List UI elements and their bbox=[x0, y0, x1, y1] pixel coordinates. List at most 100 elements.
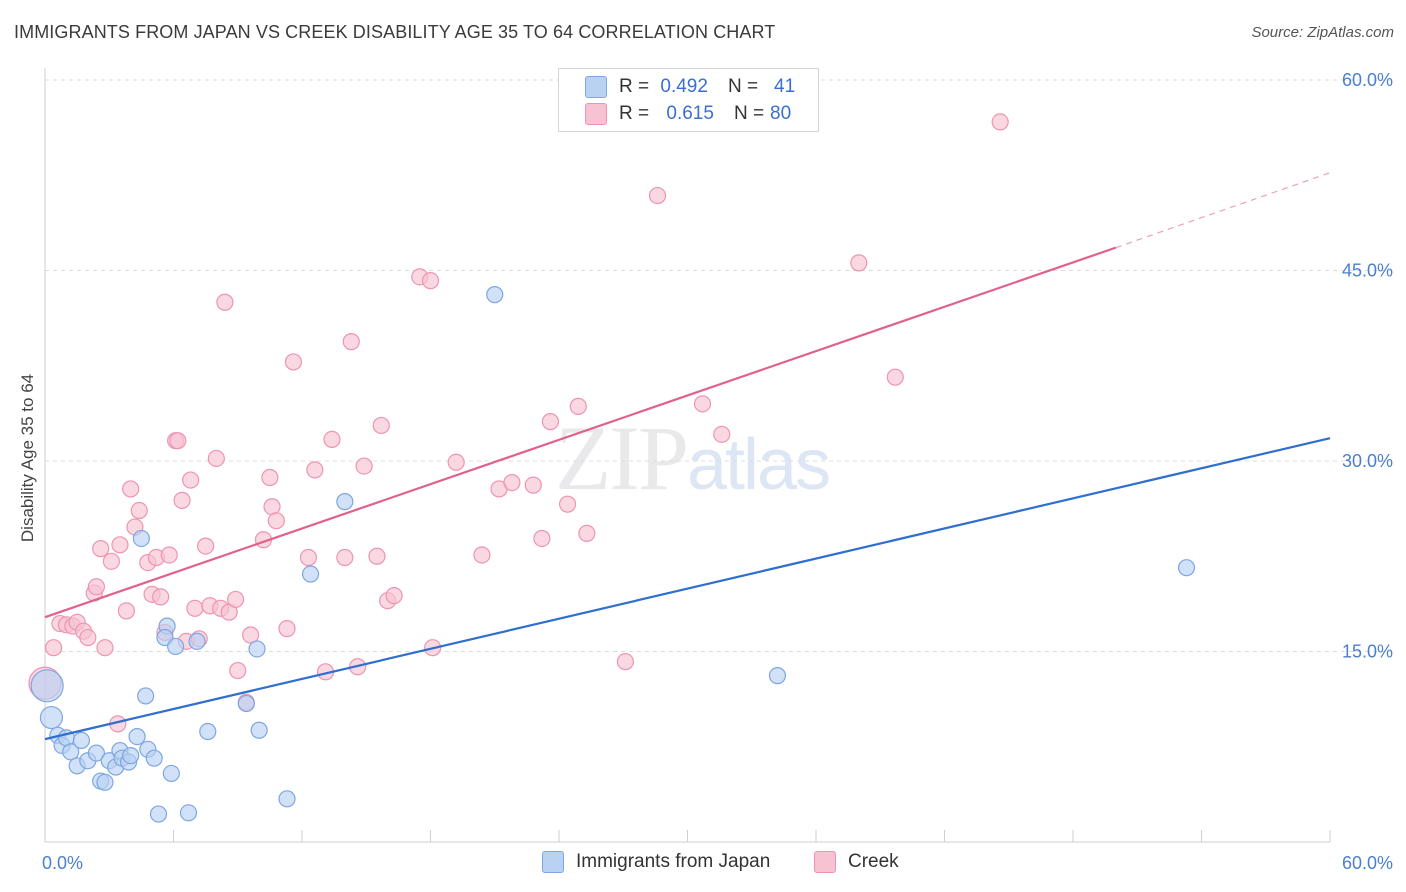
point-japan-20 bbox=[137, 687, 155, 705]
point-creek-63 bbox=[447, 453, 465, 471]
source-label: Source: ZipAtlas.com bbox=[1251, 24, 1394, 41]
point-japan-37 bbox=[486, 286, 504, 304]
legend-n-value-creek: 80 bbox=[770, 103, 792, 124]
bottom-legend-swatch-creek bbox=[814, 851, 836, 873]
legend-r-value-japan: 0.492 bbox=[660, 76, 708, 97]
point-japan-9 bbox=[87, 744, 106, 762]
watermark-atlas: atlas bbox=[687, 425, 831, 505]
y-tick-label-3: 60.0% bbox=[1342, 70, 1393, 90]
point-japan-33 bbox=[250, 721, 268, 739]
x-tick-label-1: 60.0% bbox=[1342, 853, 1393, 873]
point-japan-35 bbox=[301, 565, 320, 583]
point-japan-31 bbox=[237, 694, 255, 713]
point-creek-49 bbox=[306, 461, 324, 479]
point-japan-28 bbox=[179, 804, 198, 822]
chart-title: IMMIGRANTS FROM JAPAN VS CREEK DISABILIT… bbox=[14, 22, 776, 42]
trendline-extension-creek bbox=[1115, 172, 1331, 249]
point-creek-18 bbox=[130, 501, 148, 520]
point-japan-17 bbox=[122, 747, 140, 765]
point-creek-24 bbox=[160, 546, 178, 564]
point-creek-36 bbox=[216, 293, 234, 311]
point-creek-32 bbox=[197, 537, 215, 555]
point-japan-19 bbox=[132, 529, 150, 548]
point-japan-29 bbox=[188, 632, 206, 650]
legend-swatch-creek bbox=[585, 103, 607, 125]
point-creek-7 bbox=[79, 628, 97, 647]
point-creek-43 bbox=[261, 468, 279, 487]
point-creek-53 bbox=[342, 333, 360, 351]
point-creek-74 bbox=[648, 186, 667, 205]
point-creek-51 bbox=[323, 430, 341, 449]
legend-r-value-creek: 0.615 bbox=[666, 103, 714, 124]
point-creek-57 bbox=[372, 416, 390, 435]
point-creek-59 bbox=[385, 587, 403, 605]
point-creek-67 bbox=[524, 476, 542, 494]
point-japan-7 bbox=[72, 731, 91, 750]
point-creek-9 bbox=[87, 578, 106, 596]
point-creek-48 bbox=[299, 548, 318, 567]
point-creek-47 bbox=[284, 353, 303, 371]
point-creek-61 bbox=[421, 272, 440, 290]
point-creek-27 bbox=[173, 491, 191, 509]
point-japan-32 bbox=[248, 640, 266, 658]
trendline-creek bbox=[44, 246, 1117, 619]
legend-n-value-japan: 41 bbox=[774, 76, 796, 97]
point-japan-27 bbox=[167, 637, 185, 656]
point-creek-72 bbox=[578, 524, 596, 542]
legend-r-label: R = bbox=[619, 76, 650, 97]
point-creek-26 bbox=[169, 432, 187, 450]
point-creek-56 bbox=[368, 547, 386, 565]
point-japan-38 bbox=[768, 667, 787, 685]
legend-row-japan: R = 0.492 N = 41 bbox=[585, 74, 795, 100]
point-creek-69 bbox=[541, 413, 560, 431]
point-creek-64 bbox=[473, 546, 491, 564]
point-creek-41 bbox=[242, 626, 260, 644]
point-creek-29 bbox=[182, 471, 200, 489]
point-japan-30 bbox=[199, 722, 217, 741]
point-creek-14 bbox=[111, 536, 129, 554]
point-creek-68 bbox=[533, 529, 551, 548]
point-japan-39 bbox=[1177, 559, 1196, 577]
point-creek-1 bbox=[44, 639, 63, 657]
point-creek-22 bbox=[152, 588, 170, 606]
point-creek-77 bbox=[850, 254, 868, 272]
point-creek-46 bbox=[278, 620, 296, 638]
bottom-legend-japan: Immigrants from Japan bbox=[542, 851, 770, 873]
point-creek-39 bbox=[229, 661, 247, 680]
point-japan-36 bbox=[336, 493, 354, 511]
point-creek-34 bbox=[207, 449, 225, 468]
trendline-japan bbox=[44, 437, 1331, 741]
point-creek-15 bbox=[117, 602, 135, 620]
point-creek-12 bbox=[102, 552, 120, 570]
point-creek-70 bbox=[558, 495, 577, 513]
point-japan-23 bbox=[149, 805, 168, 823]
y-tick-label-1: 30.0% bbox=[1342, 451, 1393, 471]
legend-n-label: N = bbox=[733, 103, 765, 124]
legend-row-creek: R = 0.615 N = 80 bbox=[585, 101, 791, 127]
x-tick-label-0: 0.0% bbox=[42, 853, 83, 873]
point-creek-73 bbox=[616, 653, 634, 671]
point-japan-5 bbox=[62, 743, 80, 761]
y-axis-title: Disability Age 35 to 64 bbox=[18, 374, 37, 542]
point-japan-22 bbox=[145, 749, 163, 767]
bottom-legend-label-japan: Immigrants from Japan bbox=[576, 851, 771, 872]
point-japan-34 bbox=[278, 790, 296, 808]
point-japan-18 bbox=[128, 727, 146, 746]
point-creek-79 bbox=[991, 113, 1009, 131]
point-creek-76 bbox=[713, 425, 731, 443]
point-creek-55 bbox=[355, 457, 373, 475]
point-creek-78 bbox=[886, 368, 904, 386]
point-japan-11 bbox=[96, 773, 114, 791]
point-japan-26 bbox=[162, 764, 180, 783]
y-tick-label-0: 15.0% bbox=[1342, 642, 1393, 662]
point-creek-30 bbox=[186, 599, 204, 617]
point-creek-10 bbox=[92, 540, 110, 558]
point-creek-52 bbox=[336, 548, 354, 567]
point-creek-16 bbox=[122, 480, 140, 498]
point-japan-0 bbox=[30, 669, 64, 703]
watermark-zip: ZIP bbox=[555, 407, 689, 509]
watermark: ZIPatlas bbox=[555, 405, 831, 511]
legend-swatch-japan bbox=[585, 76, 607, 98]
bottom-legend-label-creek: Creek bbox=[848, 851, 899, 872]
